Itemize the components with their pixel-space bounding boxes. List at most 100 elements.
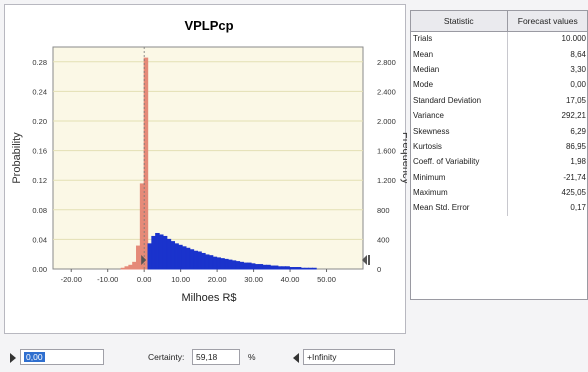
column-header-statistic[interactable]: Statistic [411, 11, 508, 32]
x-tick-label: 30.00 [244, 275, 263, 284]
y2-tick-label: 1.200 [377, 176, 396, 185]
stat-value: 0,17 [507, 200, 587, 216]
table-row: Standard Deviation 17,05 [411, 92, 587, 108]
histogram-bar-right [250, 263, 256, 270]
histogram-bar-right [289, 267, 294, 270]
y2-tick-label: 400 [377, 235, 390, 244]
histogram-bar-right [254, 264, 260, 270]
table-row: Mean 8,64 [411, 46, 587, 62]
percent-label: % [248, 352, 256, 362]
y-tick-label: 0.04 [32, 235, 47, 244]
right-value-field[interactable]: +Infinity [303, 349, 395, 365]
y-tick-label: 0.00 [32, 265, 47, 274]
table-row: Minimum -21,74 [411, 169, 587, 185]
left-grabber-marker-icon [141, 255, 147, 265]
histogram-bar-right [155, 232, 160, 270]
stat-name: Mean [411, 46, 508, 62]
histogram-bar-right [270, 265, 275, 270]
y2-tick-label: 800 [377, 206, 390, 215]
histogram-bar-right [197, 251, 202, 270]
stat-name: Mean Std. Error [411, 200, 508, 216]
stat-name: Standard Deviation [411, 92, 508, 108]
histogram-bar-right [273, 265, 279, 270]
left-grabber-icon[interactable] [10, 353, 16, 363]
histogram-bar-right [300, 267, 306, 270]
histogram-bar-right [174, 243, 179, 270]
histogram-bar-right [304, 267, 310, 270]
table-row: Kurtosis 86,95 [411, 138, 587, 155]
histogram-bar-right [178, 244, 183, 270]
y-tick-label: 0.08 [32, 206, 47, 215]
x-tick-label: 40.00 [281, 275, 300, 284]
stat-name: Variance [411, 107, 508, 124]
stat-value: 10.000 [507, 31, 587, 47]
histogram-bar-right [201, 252, 206, 270]
histogram-bar-right [258, 264, 264, 270]
table-row: Median 3,30 [411, 61, 587, 78]
right-grabber-bar-icon [368, 255, 370, 265]
histogram-bar-right [166, 238, 172, 270]
certainty-label: Certainty: [148, 352, 185, 362]
stat-value: 17,05 [507, 92, 587, 108]
histogram-bar-right [293, 267, 298, 270]
histogram-bar-right [162, 235, 168, 270]
histogram-bar-right [212, 256, 218, 270]
y2-tick-label: 0 [377, 265, 381, 274]
histogram-bar-left [136, 245, 141, 270]
histogram-bar-left [120, 267, 126, 270]
plot-area [52, 46, 364, 270]
stat-value: 6,29 [507, 123, 587, 139]
left-value-field[interactable]: 0,00 [20, 349, 104, 365]
histogram-bar-right [243, 262, 248, 270]
chart-panel: VPLPcp 0.00 0 0.04 400 0.08 800 0.12 1.200 0.16 1.… [4, 4, 407, 334]
stat-value: 0,00 [507, 77, 587, 93]
y-tick-label: 0.28 [32, 58, 47, 67]
histogram-bar-right [170, 241, 176, 270]
certainty-field[interactable]: 59,18 [192, 349, 240, 365]
x-tick-label: -10.00 [97, 275, 118, 284]
certainty-bar: 0,00 Certainty: 59,18 % +Infinity [0, 345, 588, 372]
stat-value: 425,05 [507, 184, 587, 201]
histogram-bar-right [181, 246, 187, 270]
histogram-bar-right [235, 261, 241, 270]
right-grabber-icon[interactable] [293, 353, 299, 363]
stat-value: 3,30 [507, 61, 587, 78]
column-header-forecast-values[interactable]: Forecast values [507, 11, 587, 32]
stat-value: 8,64 [507, 46, 587, 62]
stat-name: Kurtosis [411, 138, 508, 155]
stat-name: Skewness [411, 123, 508, 139]
table-row: Mode 0,00 [411, 77, 587, 93]
y2-tick-label: 2.800 [377, 58, 396, 67]
x-tick-label: 10.00 [171, 275, 190, 284]
y-tick-label: 0.20 [32, 117, 47, 126]
chart-title: VPLPcp [184, 18, 233, 33]
histogram-bar-right [151, 235, 156, 270]
stat-name: Median [411, 61, 508, 78]
table-row: Mean Std. Error 0,17 [411, 200, 587, 216]
stat-value: 86,95 [507, 138, 587, 155]
histogram-bar-right [296, 267, 302, 270]
histogram-bar-left [124, 266, 130, 270]
histogram-bar-right [239, 261, 244, 270]
x-axis-label: Milhoes R$ [181, 292, 236, 304]
y2-tick-label: 2.400 [377, 87, 396, 96]
stat-value: -21,74 [507, 169, 587, 185]
histogram-bar-right [204, 254, 210, 270]
histogram-chart: VPLPcp 0.00 0 0.04 400 0.08 800 0.12 1.200 0.16 1.… [11, 18, 407, 304]
x-tick-label: -20.00 [61, 275, 82, 284]
left-value-text: 0,00 [24, 352, 45, 362]
table-row: Trials 10.000 [411, 31, 587, 47]
stat-name: Minimum [411, 169, 508, 185]
histogram-bar-right [189, 249, 195, 270]
histogram-bar-right [266, 264, 271, 270]
histogram-bar-right [147, 243, 153, 270]
histogram-bar-right [231, 260, 237, 270]
stat-value: 1,98 [507, 154, 587, 170]
x-tick-label: 0.00 [137, 275, 152, 284]
histogram-bar-right [216, 257, 221, 270]
stat-name: Maximum [411, 184, 508, 201]
histogram-bar-left [143, 57, 149, 270]
histogram-bar-right [285, 266, 290, 270]
y2-tick-label: 2.000 [377, 117, 396, 126]
y-tick-label: 0.16 [32, 147, 47, 156]
